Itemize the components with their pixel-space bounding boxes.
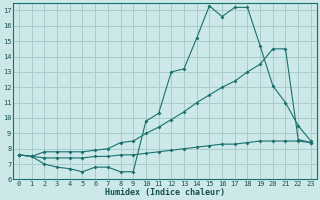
X-axis label: Humidex (Indice chaleur): Humidex (Indice chaleur) [105,188,225,197]
